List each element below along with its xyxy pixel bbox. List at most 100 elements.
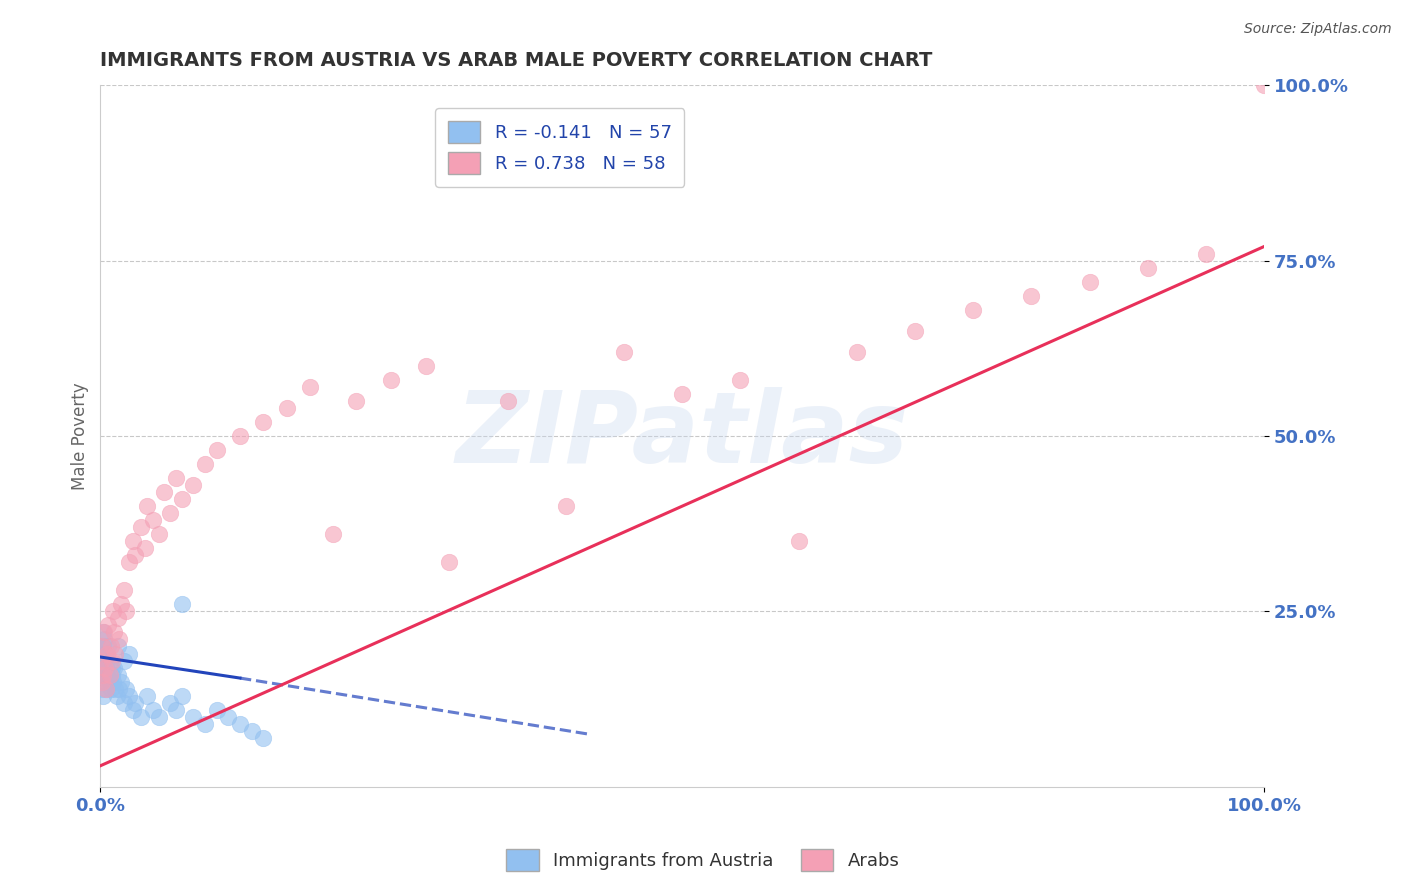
Point [344,393,367,408]
Point [129,520,152,534]
Point [962,302,984,317]
Point [845,344,868,359]
Point [93,632,115,647]
Point [134,541,156,556]
Point [100,640,122,654]
Point [904,324,927,338]
Point [496,393,519,408]
Point [90,654,112,668]
Point [240,723,263,738]
Point [115,604,138,618]
Point [91,674,114,689]
Point [94,660,117,674]
Point [229,429,252,443]
Point [103,625,125,640]
Point [118,689,141,703]
Point [112,654,135,668]
Point [101,660,124,674]
Point [115,681,138,696]
Point [91,667,114,681]
Point [252,415,274,429]
Point [96,660,118,674]
Point [96,681,118,696]
Point [159,696,181,710]
Point [153,485,176,500]
Point [112,583,135,598]
Point [194,716,217,731]
Point [1021,288,1043,302]
Point [135,499,157,513]
Point [90,664,112,678]
Point [96,667,118,681]
Legend: Immigrants from Austria, Arabs: Immigrants from Austria, Arabs [499,842,907,879]
Point [97,618,120,632]
Point [108,681,131,696]
Point [142,703,165,717]
Point [730,373,752,387]
Point [101,674,124,689]
Point [101,667,124,681]
Point [98,674,121,689]
Point [98,654,121,668]
Point [97,640,120,654]
Point [93,625,115,640]
Point [96,681,118,696]
Point [135,689,157,703]
Point [91,660,114,674]
Point [105,689,128,703]
Point [118,647,141,661]
Point [122,534,145,549]
Point [159,506,181,520]
Point [170,689,193,703]
Point [96,654,118,668]
Point [322,527,344,541]
Point [90,640,112,654]
Point [252,731,274,745]
Text: IMMIGRANTS FROM AUSTRIA VS ARAB MALE POVERTY CORRELATION CHART: IMMIGRANTS FROM AUSTRIA VS ARAB MALE POV… [100,51,932,70]
Point [104,647,127,661]
Point [91,689,114,703]
Point [90,660,112,674]
Point [91,640,114,654]
Point [229,716,252,731]
Point [91,625,114,640]
Text: Source: ZipAtlas.com: Source: ZipAtlas.com [1244,22,1392,37]
Point [96,647,118,661]
Point [104,681,127,696]
Point [107,611,129,625]
Point [107,640,129,654]
Point [94,667,117,681]
Text: ZIPatlas: ZIPatlas [456,387,908,484]
Point [165,471,187,485]
Point [101,604,124,618]
Point [148,527,170,541]
Point [110,674,132,689]
Point [205,703,228,717]
Point [298,380,321,394]
Point [124,549,146,563]
Point [101,654,124,668]
Point [108,632,131,647]
Point [90,674,112,689]
Point [103,660,125,674]
Point [91,640,114,654]
Point [112,696,135,710]
Point [93,674,115,689]
Point [93,654,115,668]
Point [439,555,461,569]
Point [415,359,437,373]
Point [98,667,121,681]
Point [90,667,112,681]
Y-axis label: Male Poverty: Male Poverty [72,382,89,490]
Point [129,709,152,723]
Point [183,478,205,492]
Point [194,457,217,471]
Point [100,681,122,696]
Point [613,344,636,359]
Point [91,647,114,661]
Point [110,598,132,612]
Point [122,703,145,717]
Point [124,696,146,710]
Point [276,401,298,415]
Point [217,709,239,723]
